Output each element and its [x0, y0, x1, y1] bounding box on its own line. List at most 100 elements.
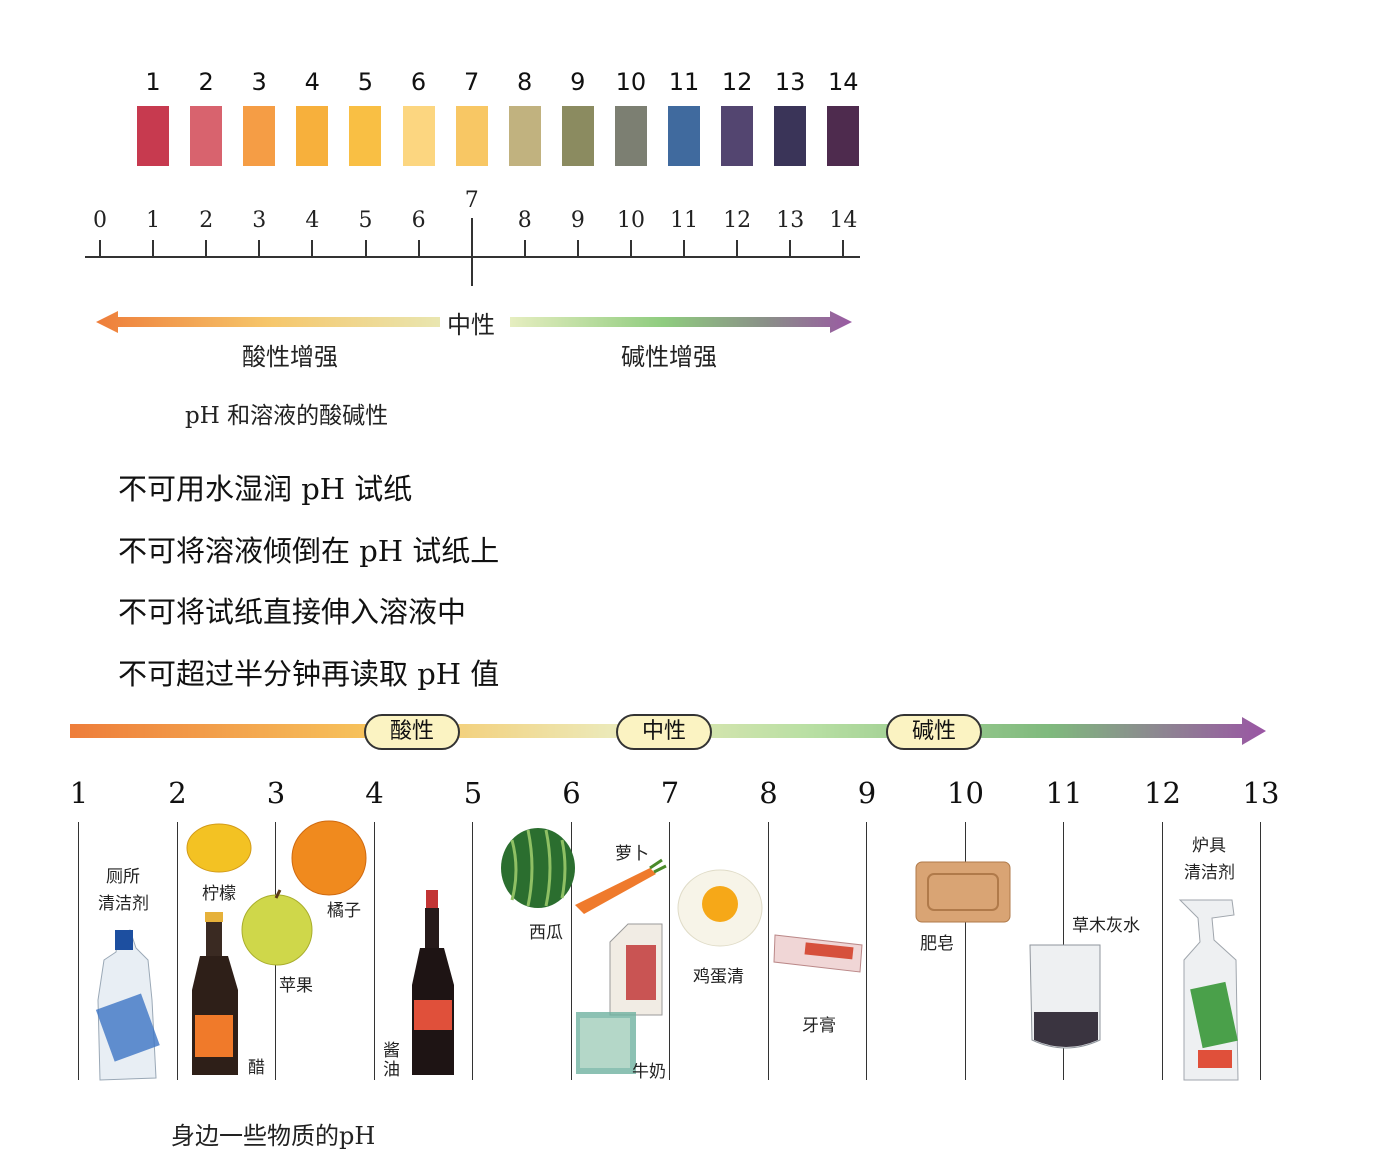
- substance-scale-number: 5: [463, 776, 483, 810]
- color-swatch: [508, 106, 541, 166]
- rule-1: 不可用水湿润 pH 试纸: [118, 472, 413, 506]
- scale-divider-line: [1162, 822, 1163, 1080]
- color-swatch: [455, 106, 488, 166]
- axis-tick-label: 14: [829, 208, 858, 233]
- soy-sauce-label-1: 酱: [383, 1041, 400, 1061]
- axis-tick: [523, 240, 526, 257]
- substance-scale-number: 7: [660, 776, 680, 810]
- carrot-icon: [575, 868, 656, 914]
- orange-label: 橘子: [327, 901, 361, 921]
- scale-divider-line: [965, 822, 966, 1080]
- swatch-number: 8: [517, 68, 533, 96]
- acid-stronger-label: 酸性增强: [242, 343, 338, 371]
- scale-divider-line: [177, 822, 178, 1080]
- ash-water-label: 草木灰水: [1072, 916, 1140, 936]
- egg-white-icon: [677, 869, 763, 947]
- scale-divider-line: [768, 822, 769, 1080]
- neutral-marker-line: [471, 218, 473, 286]
- color-swatch: [561, 106, 594, 166]
- scale-divider-line: [571, 822, 572, 1080]
- neutral-pill: 中性: [616, 714, 712, 750]
- axis-tick: [99, 240, 101, 257]
- acid-base-arrows: [96, 311, 852, 333]
- axis-tick: [789, 240, 792, 257]
- apple-label: 苹果: [279, 976, 313, 996]
- base-arrow: [510, 311, 852, 333]
- axis-tick-label: 10: [617, 208, 645, 233]
- color-swatch: [721, 106, 754, 166]
- axis-tick: [576, 240, 579, 257]
- lemon-icon: [186, 823, 252, 873]
- axis-tick: [417, 240, 420, 257]
- substance-scale-number: 1: [69, 776, 89, 810]
- apple-icon: [241, 889, 313, 966]
- toothpaste-icon: [773, 934, 863, 973]
- swatch-number: 2: [198, 68, 214, 96]
- toilet-cleaner-label-2: 清洁剂: [98, 894, 149, 914]
- scale-divider-line: [472, 822, 473, 1080]
- watermelon-icon: [501, 828, 575, 908]
- axis-tick: [630, 240, 632, 257]
- axis-tick: [205, 240, 208, 257]
- acid-pill: 酸性: [364, 714, 460, 750]
- soap-icon: [915, 861, 1011, 923]
- color-swatch: [137, 106, 169, 166]
- axis-tick-label: 11: [670, 208, 699, 233]
- scale-caption: pH 和溶液的酸碱性: [185, 403, 389, 429]
- swatch-number: 10: [615, 68, 647, 96]
- beaker-icon: [1029, 944, 1101, 1049]
- milk-label: 牛奶: [632, 1062, 666, 1082]
- axis-tick: [736, 240, 739, 257]
- axis-tick-label: 6: [411, 208, 426, 233]
- scale-divider-line: [669, 822, 670, 1080]
- axis-tick-label: 2: [199, 208, 214, 233]
- color-swatch: [668, 106, 700, 166]
- swatch-number: 13: [774, 68, 806, 96]
- color-swatch: [827, 106, 860, 166]
- swatch-number: 12: [721, 68, 753, 96]
- axis-tick: [683, 240, 686, 257]
- substance-scale-number: 11: [1045, 776, 1083, 810]
- base-pill: 碱性: [886, 714, 982, 750]
- color-swatch: [774, 106, 807, 166]
- acid-arrow: [96, 311, 440, 333]
- axis-tick-label: 4: [305, 208, 320, 233]
- substance-scale-number: 9: [857, 776, 877, 810]
- rule-4: 不可超过半分钟再读取 pH 值: [118, 657, 500, 691]
- base-stronger-label: 碱性增强: [621, 343, 717, 371]
- watermelon-label: 西瓜: [529, 923, 563, 943]
- axis-tick-label: 3: [252, 208, 267, 233]
- axis-tick-label: 8: [517, 208, 532, 233]
- lemon-label: 柠檬: [202, 884, 236, 904]
- axis-tick: [258, 240, 261, 257]
- swatch-number: 3: [251, 68, 267, 96]
- substance-scale-number: 13: [1242, 776, 1280, 810]
- swatch-number: 4: [304, 68, 320, 96]
- color-swatch: [349, 106, 382, 166]
- substances-caption: 身边一些物质的pH: [171, 1122, 376, 1150]
- axis-tick-label: 7: [464, 188, 479, 213]
- substance-scale-number: 6: [562, 776, 581, 810]
- substance-scale-number: 4: [365, 776, 384, 810]
- scale-divider-line: [1260, 822, 1261, 1080]
- substance-scale-number: 2: [168, 776, 187, 810]
- color-swatch: [296, 106, 329, 166]
- toilet-cleaner-label-1: 厕所: [106, 867, 140, 887]
- substance-scale-number: 8: [759, 776, 778, 810]
- milk-carton-icon: [576, 923, 663, 1074]
- axis-tick-label: 12: [723, 208, 752, 233]
- oven-cleaner-label-2: 清洁剂: [1184, 863, 1235, 883]
- soap-label: 肥皂: [920, 934, 954, 954]
- axis-tick-label: 1: [146, 208, 161, 233]
- carrot-label: 萝卜: [615, 844, 649, 864]
- soy-sauce-bottle-icon: [412, 890, 454, 1075]
- axis-tick: [311, 240, 314, 257]
- swatch-number: 6: [410, 68, 427, 96]
- color-swatch: [614, 106, 647, 166]
- axis-tick-label: 9: [570, 208, 585, 233]
- axis-tick-label: 13: [776, 208, 805, 233]
- scale-divider-line: [866, 822, 867, 1080]
- rule-3: 不可将试纸直接伸入溶液中: [118, 595, 467, 629]
- color-swatch: [402, 106, 435, 166]
